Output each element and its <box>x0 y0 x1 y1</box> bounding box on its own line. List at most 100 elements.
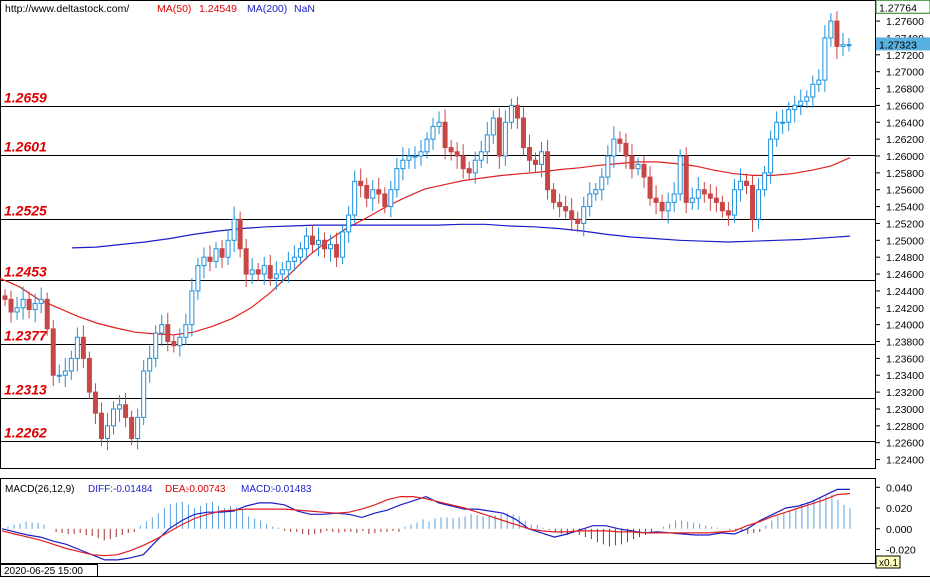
candle-bull <box>370 189 376 199</box>
level-label: 1.2313 <box>4 382 47 398</box>
candle-bull <box>846 44 852 47</box>
candle-bear <box>701 189 707 195</box>
price-tick-label: 1.26400 <box>886 117 924 129</box>
candle-bear <box>322 239 328 250</box>
candle-bear <box>237 218 243 250</box>
candle-bear <box>725 210 731 216</box>
price-tick-label: 1.26600 <box>886 100 924 112</box>
price-tick-label: 1.23800 <box>886 337 924 349</box>
candle-bear <box>267 265 273 279</box>
candle-bull <box>297 248 303 258</box>
candle-bull <box>635 163 641 170</box>
price-tick-label: 1.23400 <box>886 370 924 382</box>
candle-bull <box>508 104 514 123</box>
candle-bear <box>713 197 719 203</box>
candle-bear <box>520 117 526 149</box>
candle-bear <box>719 201 725 212</box>
candle-bull <box>291 256 297 262</box>
price-tick-label: 1.25200 <box>886 218 924 230</box>
candle-bear <box>448 147 454 153</box>
candle-bull <box>328 244 334 250</box>
macd-dea-value: -0.00743 <box>186 484 226 495</box>
candle-bull <box>56 374 62 377</box>
price-tick-label: 1.26000 <box>886 151 924 163</box>
price-tick-label: 1.22600 <box>886 438 924 450</box>
candle-bear <box>623 142 629 157</box>
candle-bull <box>780 121 786 124</box>
price-tick-label: 1.27600 <box>886 16 924 28</box>
candle-bull <box>68 357 74 372</box>
candle-bear <box>364 185 370 199</box>
macd-macd-value: -0.01483 <box>272 484 312 495</box>
ma50-label: MA(50) <box>157 3 191 15</box>
candle-bear <box>219 248 225 258</box>
level-label: 1.2659 <box>4 90 47 106</box>
candle-bull <box>762 172 768 191</box>
candle-bear <box>617 138 623 144</box>
price-tick-label: 1.25800 <box>886 168 924 180</box>
macd-dea-label: DEA: <box>165 484 188 495</box>
candle-bull <box>249 269 255 275</box>
macd-diff-label: DIFF: <box>88 484 113 495</box>
candle-bull <box>117 404 123 410</box>
timestamp-box <box>0 564 98 577</box>
candle-bear <box>563 206 569 212</box>
candle-bull <box>478 151 484 161</box>
candle-bull <box>430 125 436 140</box>
price-axis: 1.278001.276001.274001.272001.270001.268… <box>875 0 930 467</box>
candle-bull <box>677 155 683 195</box>
candle-bull <box>111 408 117 427</box>
level-label: 1.2262 <box>4 425 47 441</box>
macd-tick-label: 0.020 <box>886 503 912 515</box>
candle-bull <box>135 416 141 439</box>
candle-bear <box>557 201 563 208</box>
candle-bear <box>659 201 665 212</box>
candle-bear <box>98 412 104 439</box>
candle-bear <box>165 324 171 343</box>
candle-bull <box>581 206 587 224</box>
macd-title: MACD(26,12,9) <box>5 484 74 495</box>
candle-bear <box>80 336 86 359</box>
source-url: http://www.deltastock.com/ <box>5 3 129 15</box>
candle-bull <box>828 20 834 39</box>
candle-bull <box>189 290 195 326</box>
candle-bull <box>424 138 430 153</box>
candle-bull <box>32 303 38 310</box>
macd-tick-label: -0.020 <box>886 545 916 557</box>
candle-bear <box>653 197 659 203</box>
candle-bear <box>123 404 129 418</box>
price-tick-label: 1.27000 <box>886 67 924 79</box>
candle-bull <box>195 265 201 292</box>
candle-bear <box>358 180 364 187</box>
price-tick-label: 1.26800 <box>886 84 924 96</box>
candle-bear <box>255 269 261 275</box>
candle-bear <box>551 189 557 203</box>
macd-dea-line <box>1 492 851 557</box>
macd-tick-label: 0.040 <box>886 482 912 494</box>
candle-bull <box>774 121 780 140</box>
candle-bear <box>50 328 56 376</box>
candle-bear <box>92 391 98 414</box>
candle-bear <box>496 117 502 157</box>
price-tick-label: 1.22800 <box>886 421 924 433</box>
timestamp: 2020-06-25 15:00 <box>4 566 83 577</box>
candle-bull <box>798 100 804 106</box>
price-tick-label: 1.24400 <box>886 286 924 298</box>
candle-bear <box>514 104 520 119</box>
candle-bull <box>756 189 762 220</box>
candle-bull <box>285 260 291 271</box>
candle-bear <box>44 298 50 330</box>
candle-bull <box>20 298 26 309</box>
ma200-value: NaN <box>294 3 315 15</box>
candle-bear <box>575 218 581 224</box>
last-high-box <box>875 0 930 14</box>
candle-bear <box>466 168 472 174</box>
level-label: 1.2601 <box>4 139 47 155</box>
candle-bull <box>261 265 267 275</box>
candle-bear <box>26 298 32 310</box>
candle-bear <box>243 248 249 275</box>
candle-bear <box>454 151 460 157</box>
price-tick-label: 1.25400 <box>886 202 924 214</box>
macd-panel <box>0 478 876 564</box>
price-tick-label: 1.23600 <box>886 353 924 365</box>
